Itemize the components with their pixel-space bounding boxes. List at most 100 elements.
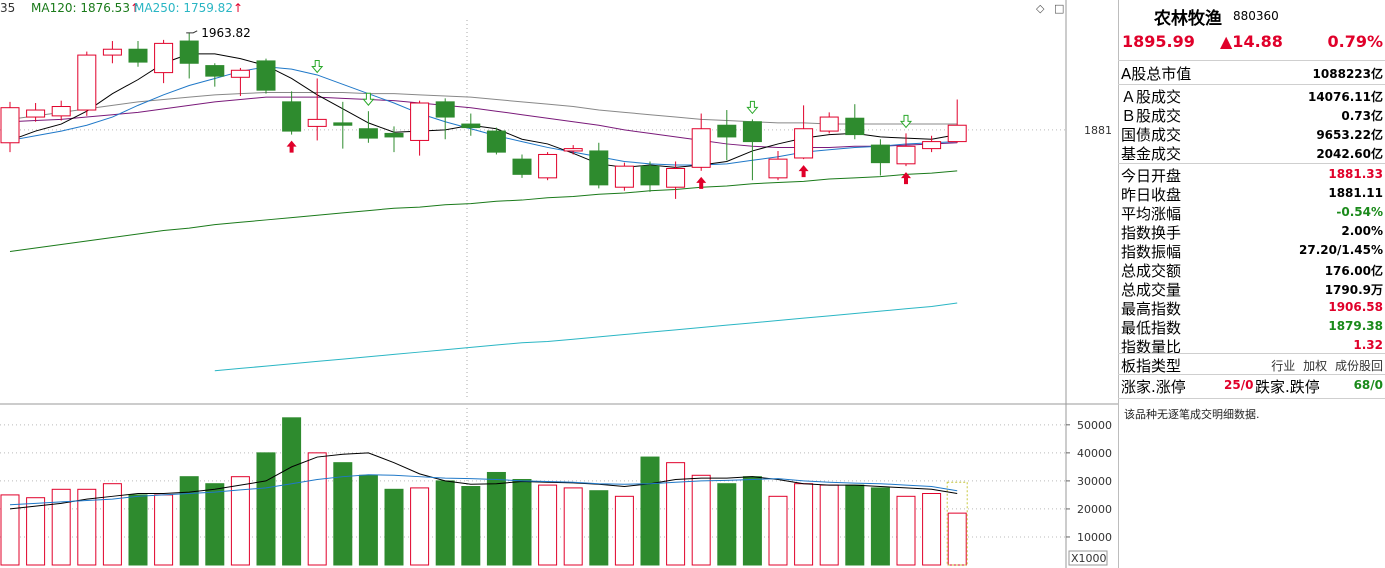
candle-down [486, 130, 506, 153]
stat-value: 27.20/1.45% [1299, 243, 1383, 257]
kline-chart-area[interactable]: 1881 50000 40000 30000 20000 10000 X1000 1963.8… [0, 0, 1118, 568]
volume-bar-down [358, 474, 378, 566]
volume-bar-up [691, 474, 711, 566]
candle-up [410, 102, 430, 141]
board-type-label: 板指类型 [1121, 357, 1182, 375]
volume-ma5-line [9, 452, 958, 510]
candle-down [358, 128, 378, 139]
candle-down [742, 121, 762, 143]
volume-bar-up [666, 462, 686, 566]
stat-value: 1879.38 [1328, 319, 1383, 333]
candle-up [0, 107, 20, 144]
stat-label: 总成交量 [1121, 281, 1182, 299]
volume-tick-label: 50000 [1077, 419, 1112, 432]
ma60-line [9, 91, 958, 125]
volume-bar-up [922, 493, 942, 566]
candle-up [538, 153, 558, 179]
kline-chart[interactable]: 1881 50000 40000 30000 20000 10000 X1000 1963.8… [0, 0, 1118, 568]
stat-label: 指数振幅 [1121, 243, 1182, 261]
volume-bar-down [845, 484, 865, 566]
candle-up [896, 145, 916, 165]
stat-label: 今日开盘 [1121, 167, 1182, 185]
volume-bar-up [410, 487, 430, 566]
volume-ma10-line [9, 474, 958, 506]
volume-bar-down [282, 417, 302, 566]
window-square-icon[interactable]: □ [1054, 2, 1065, 15]
volume-unit-label: X1000 [1071, 552, 1107, 565]
volume-bar-down [640, 456, 660, 566]
candle-up [819, 116, 839, 132]
stat-row: 最高指数 1906.58 [1118, 298, 1385, 318]
volume-unit-box [1068, 550, 1108, 566]
volume-bar-down [486, 471, 506, 566]
volume-bar-up [947, 512, 967, 566]
stat-value: 1906.58 [1328, 300, 1383, 314]
candle-up [768, 158, 788, 179]
quote-panel: 农林牧渔 880360 1895.99 ▲14.88 0.79% A股总市值 1… [1118, 0, 1385, 568]
candle-down [845, 117, 865, 136]
stat-label: 总成交额 [1121, 262, 1182, 280]
volume-bar-down [870, 487, 890, 566]
candle-down [282, 101, 302, 132]
candle-up [794, 128, 814, 159]
volume-tick-label: 30000 [1077, 475, 1112, 488]
turnover-value: 0.73亿 [1341, 109, 1383, 123]
stat-label: 指数换手 [1121, 224, 1182, 242]
volume-bar-up [307, 452, 327, 566]
turnover-value: 2042.60亿 [1316, 147, 1383, 161]
candle-down [205, 65, 225, 77]
volume-bar-up [614, 495, 634, 566]
price-change-pct: 0.79% [1327, 32, 1383, 51]
sell-arrow-icon [311, 59, 324, 74]
candle-down [512, 158, 532, 175]
stat-value: 176.00亿 [1324, 264, 1383, 278]
volume-bar-up [51, 488, 71, 566]
candle-down [256, 60, 276, 91]
candle-down [333, 122, 353, 126]
stat-value: 2.00% [1341, 224, 1383, 238]
candle-down [435, 101, 455, 118]
market-cap-row: A股总市值 1088223亿 [1118, 63, 1385, 83]
stat-row: 平均涨幅 -0.54% [1118, 203, 1385, 223]
turnover-row: Ｂ股成交 0.73亿 [1118, 105, 1385, 125]
buy-arrow-icon [286, 140, 297, 153]
volume-bar-up [896, 495, 916, 566]
volume-forecast-frame [946, 481, 968, 566]
breadth-down-value: 68/0 [1353, 378, 1383, 392]
turnover-row: 国债成交 9653.22亿 [1118, 124, 1385, 144]
stat-label: 最高指数 [1121, 300, 1182, 318]
stat-row: 总成交量 1790.9万 [1118, 279, 1385, 299]
divider [1118, 353, 1385, 354]
ma10-line [9, 66, 958, 166]
price-row: 1895.99 ▲14.88 0.79% [1118, 32, 1385, 54]
ma-label-partial: 35 [0, 1, 16, 15]
diamond-icon[interactable]: ◇ [1036, 2, 1045, 15]
candle-down [179, 40, 199, 64]
price-change: ▲14.88 [1220, 32, 1283, 51]
volume-bar-down [435, 480, 455, 566]
candle-down [128, 48, 148, 63]
stat-row: 最低指数 1879.38 [1118, 317, 1385, 337]
ma120-label: MA120: 1876.53↑ [31, 1, 141, 15]
index-code: 880360 [1233, 9, 1279, 23]
ma120-line [9, 170, 958, 253]
stat-row: 今日开盘 1881.33 [1118, 165, 1385, 185]
turnover-label: 基金成交 [1121, 145, 1182, 163]
stat-value: 1881.11 [1328, 186, 1383, 200]
stat-label: 指数量比 [1121, 338, 1182, 356]
volume-bar-down [742, 476, 762, 566]
divider [1118, 84, 1385, 85]
candle-up [922, 141, 942, 150]
volume-tick-label: 20000 [1077, 503, 1112, 516]
stat-label: 最低指数 [1121, 319, 1182, 337]
stat-value: -0.54% [1336, 205, 1383, 219]
volume-bar-up [0, 494, 20, 566]
candle-up [51, 106, 71, 117]
candle-up [26, 109, 46, 118]
ma250-label: MA250: 1759.82↑ [134, 1, 244, 15]
buy-arrow-icon [798, 165, 809, 178]
stat-value: 1.32 [1353, 338, 1383, 352]
divider [1118, 163, 1385, 164]
volume-bar-up [538, 484, 558, 566]
ma20-line [9, 96, 958, 148]
